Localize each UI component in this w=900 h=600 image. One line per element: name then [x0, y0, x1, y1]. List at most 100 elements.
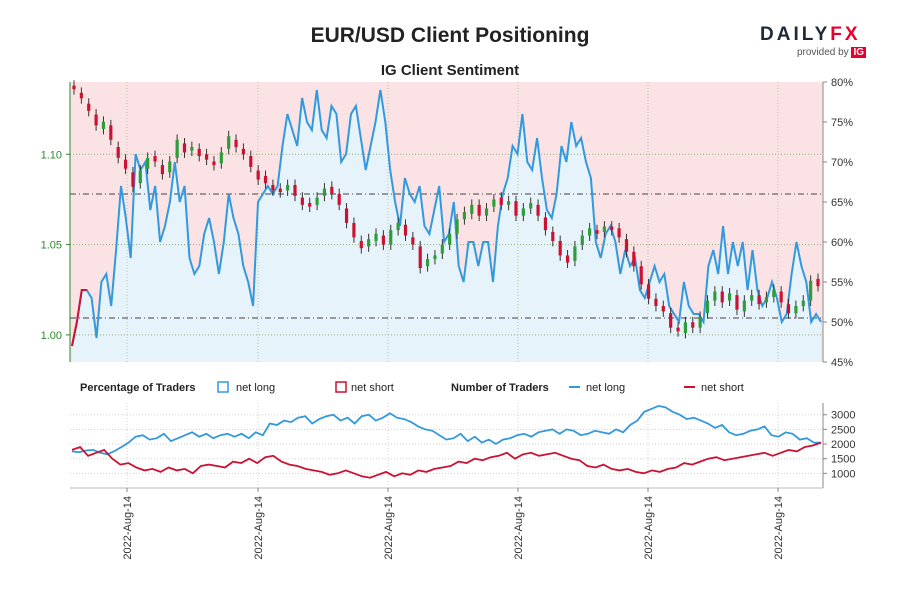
- candle-body: [219, 152, 223, 164]
- candle-body: [374, 233, 378, 241]
- date-tick-label: 2022-Aug-14: [253, 496, 265, 560]
- candle-body: [455, 219, 459, 234]
- candle-body: [588, 228, 592, 236]
- candle-body: [411, 237, 415, 245]
- candle-body: [308, 203, 312, 207]
- candle-body: [433, 255, 437, 260]
- candle-body: [72, 85, 76, 90]
- candle-body: [580, 235, 584, 245]
- percent-tick-label: 60%: [831, 237, 853, 249]
- candle-body: [492, 199, 496, 207]
- count-net-short-series: [71, 441, 822, 479]
- legend-pct-long-swatch: [217, 381, 229, 393]
- candle-body: [742, 300, 746, 312]
- candle-body: [683, 322, 688, 334]
- count-tick-label: 2000: [831, 439, 855, 451]
- candle-body: [676, 327, 680, 332]
- candle-body: [440, 244, 444, 254]
- candle-body: [418, 246, 422, 269]
- legend-pct-short-swatch: [335, 381, 347, 393]
- candle-body: [595, 230, 599, 234]
- candle-body: [300, 197, 304, 205]
- candle-body: [359, 240, 363, 249]
- percent-tick-label: 75%: [831, 117, 853, 129]
- candle-body: [330, 186, 334, 194]
- price-tick-label: 1.00: [41, 330, 62, 342]
- legend-num-long: net long: [586, 382, 625, 394]
- candle-body: [344, 208, 349, 223]
- count-net-long-series: [71, 404, 821, 456]
- legend-pct-long: net long: [236, 382, 275, 394]
- logo-provided-by: provided by IG: [760, 47, 870, 58]
- logo-provided-text: provided by: [796, 47, 849, 58]
- candle-body: [639, 266, 643, 285]
- candle-body: [610, 226, 614, 231]
- candle-body: [425, 259, 430, 267]
- candle-body: [794, 306, 798, 314]
- date-tick-label: 2022-Aug-14: [643, 496, 655, 560]
- net-long-area: [72, 90, 821, 362]
- count-tick-label: 1500: [831, 454, 855, 466]
- candle-body: [477, 204, 481, 216]
- candle-body: [521, 208, 525, 216]
- candle-body: [293, 184, 297, 196]
- candle-body: [529, 203, 533, 209]
- candle-body: [470, 204, 474, 214]
- candle-body: [499, 197, 503, 205]
- candle-body: [182, 143, 187, 153]
- count-tick-label: 2500: [831, 424, 855, 436]
- candle-body: [109, 125, 113, 140]
- candle-body: [87, 103, 91, 111]
- candle-body: [816, 278, 820, 287]
- candle-body: [131, 172, 135, 187]
- candle-body: [551, 231, 555, 241]
- candle-body: [234, 139, 238, 148]
- percent-tick-label: 65%: [831, 197, 853, 209]
- price-tick-label: 1.10: [41, 149, 62, 161]
- candle-body: [263, 175, 268, 184]
- ig-badge: IG: [851, 47, 866, 58]
- percent-tick-label: 45%: [831, 357, 853, 369]
- candle-body: [160, 165, 164, 175]
- candle-body: [669, 313, 673, 328]
- logo-wordmark: DAILYFX: [760, 24, 870, 46]
- candle-body: [116, 147, 120, 158]
- candle-body: [101, 121, 106, 129]
- candle-body: [227, 136, 231, 149]
- candle-body: [197, 148, 201, 157]
- candle-body: [772, 289, 776, 297]
- candle-body: [315, 197, 319, 205]
- candle-body: [448, 233, 452, 245]
- percent-tick-label: 80%: [831, 77, 853, 89]
- candle-body: [646, 284, 651, 299]
- candle-body: [750, 295, 754, 301]
- candle-body: [153, 156, 157, 162]
- chart-subtitle: IG Client Sentiment: [380, 62, 520, 79]
- candle-body: [175, 139, 179, 158]
- candle-body: [558, 240, 562, 256]
- logo-word-a: DAILY: [760, 24, 831, 45]
- candle-body: [735, 295, 739, 310]
- candle-body: [352, 222, 356, 238]
- date-tick-label: 2022-Aug-14: [773, 496, 785, 560]
- net-long-series: [71, 89, 822, 347]
- candle-body: [654, 298, 658, 306]
- candle-body: [204, 154, 209, 160]
- legend-num-short: net short: [701, 382, 744, 394]
- legend: Percentage of Traders net long net short…: [80, 381, 744, 394]
- net-short-start-series: [71, 289, 87, 347]
- percent-tick-label: 55%: [831, 277, 853, 289]
- percent-tick-label: 70%: [831, 157, 853, 169]
- price-sentiment-panel: 1.00 1.05 1.10 45% 50% 55% 60% 65% 70% 75% 80%: [41, 77, 854, 369]
- candle-body: [632, 251, 636, 267]
- price-tick-label: 1.05: [41, 240, 62, 252]
- candle-body: [79, 92, 83, 99]
- chart-title: EUR/USD Client Positioning: [310, 24, 590, 47]
- candle-body: [484, 208, 489, 216]
- candle-body: [367, 239, 371, 247]
- count-tick-label: 1000: [831, 468, 855, 480]
- candle-body: [337, 194, 341, 205]
- candle-body: [786, 304, 791, 314]
- date-tick-label: 2022-Aug-14: [513, 496, 525, 560]
- candle-body: [691, 322, 695, 328]
